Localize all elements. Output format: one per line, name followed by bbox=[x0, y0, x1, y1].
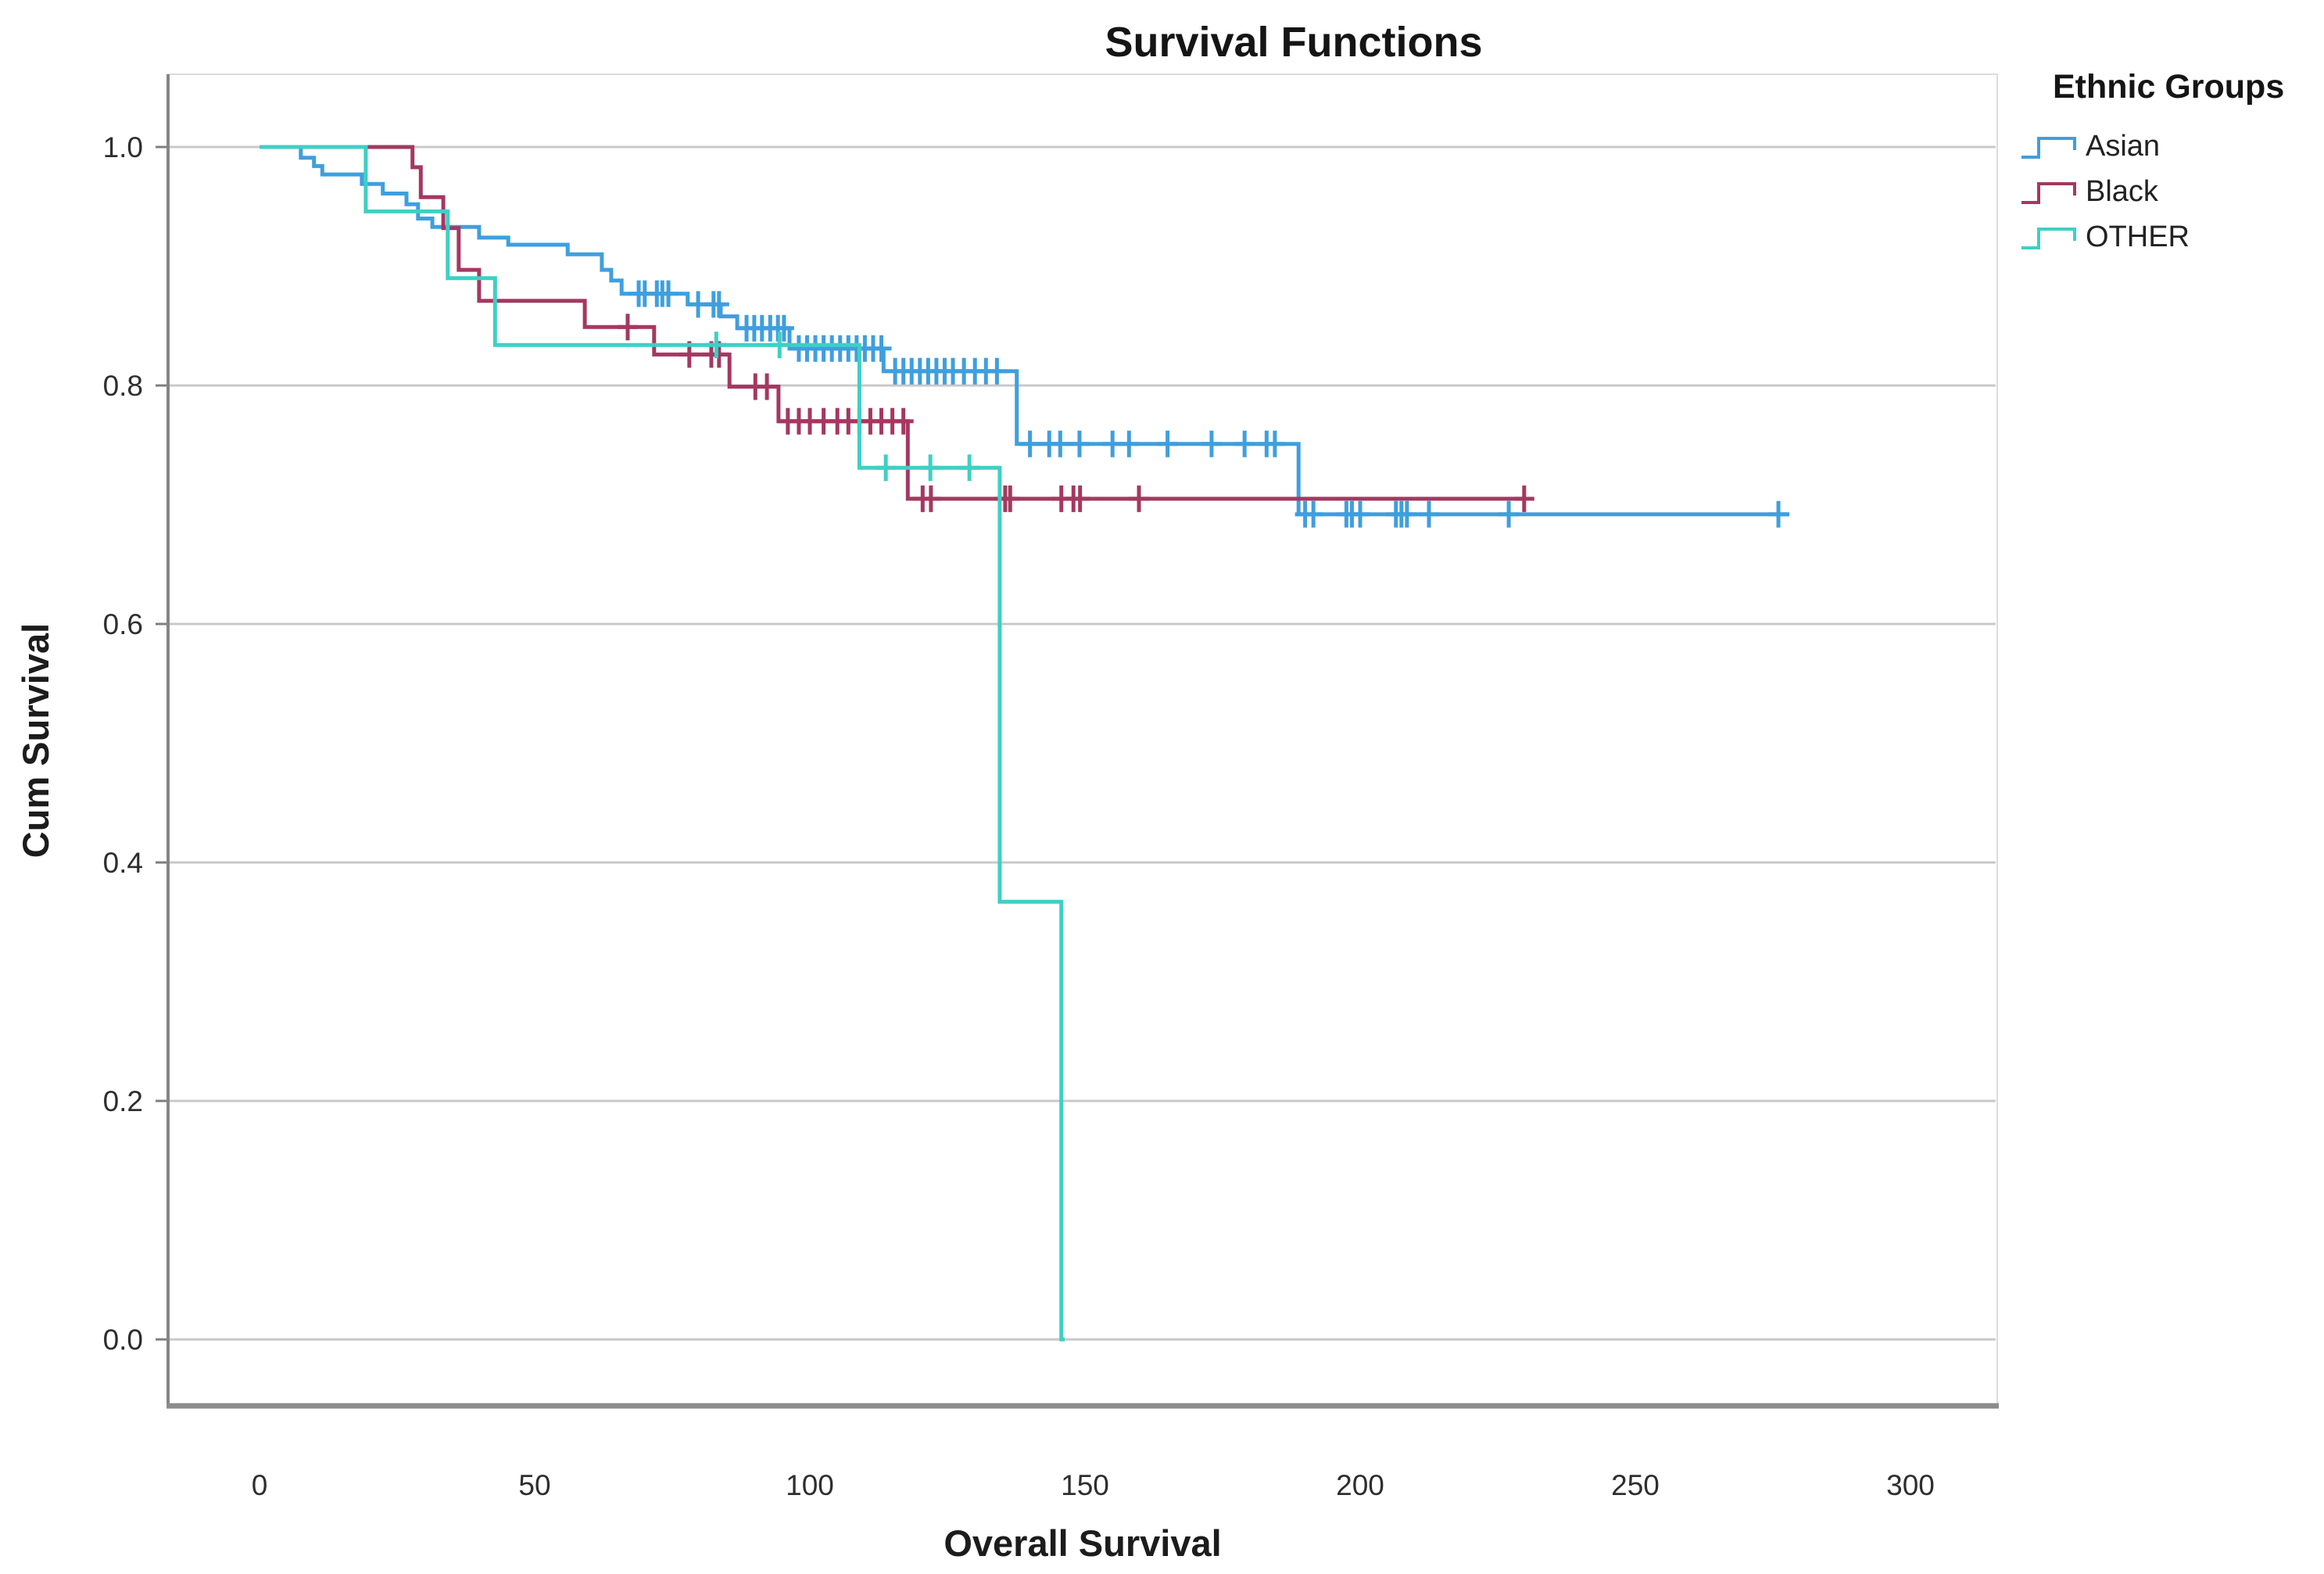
x-tick-label: 250 bbox=[1611, 1469, 1660, 1501]
y-tick-label: 1.0 bbox=[103, 131, 143, 163]
y-tick-label: 0.6 bbox=[103, 608, 143, 640]
legend-glyph-other bbox=[2021, 228, 2076, 249]
legend-glyph-asian bbox=[2021, 137, 2076, 159]
x-tick-label: 100 bbox=[786, 1469, 834, 1501]
chart-title: Survival Functions bbox=[1105, 19, 1482, 66]
plot-layers: 1.0 0.8 0.6 0.4 0.2 0.0 0 50 100 150 200 250 300 bbox=[103, 74, 1999, 1501]
legend-item-other: OTHER bbox=[2086, 221, 2190, 253]
x-tick-label: 300 bbox=[1886, 1469, 1935, 1501]
y-axis-title: Cum Survival bbox=[15, 623, 56, 858]
legend-title: Ethnic Groups bbox=[2053, 68, 2284, 106]
legend-item-black: Black bbox=[2086, 175, 2159, 208]
y-tick-label: 0.8 bbox=[103, 370, 143, 402]
legend: Ethnic Groups Asian Black OTHER bbox=[2021, 68, 2284, 253]
legend-item-asian: Asian bbox=[2086, 130, 2160, 163]
plot-frame bbox=[167, 74, 1998, 1407]
x-tick-label: 0 bbox=[252, 1469, 268, 1501]
y-tick-label: 0.0 bbox=[103, 1324, 143, 1356]
legend-glyph-black bbox=[2021, 182, 2076, 204]
x-tick-label: 150 bbox=[1061, 1469, 1109, 1501]
series-line-black bbox=[260, 145, 1526, 501]
series-line-asian bbox=[260, 145, 1790, 517]
y-tick-label: 0.2 bbox=[103, 1085, 143, 1117]
x-tick-label: 200 bbox=[1336, 1469, 1384, 1501]
series-line-other bbox=[260, 145, 1065, 1342]
x-tick-label: 50 bbox=[518, 1469, 550, 1501]
x-axis-title: Overall Survival bbox=[944, 1522, 1221, 1564]
y-tick-label: 0.4 bbox=[103, 847, 143, 879]
